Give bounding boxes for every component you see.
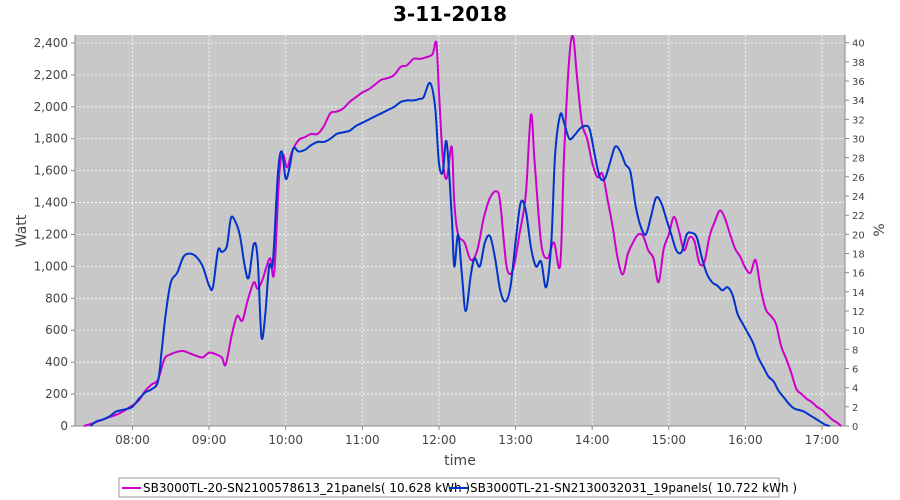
legend-label-series-2: SB3000TL-21-SN2130032031_19panels( 10.72…	[470, 481, 797, 495]
x-tick-label: 15:00	[651, 433, 686, 447]
x-tick-label: 10:00	[268, 433, 303, 447]
y-right-tick-label: 26	[852, 173, 865, 184]
y-right-tick-label: 18	[852, 250, 865, 261]
y-right-tick-label: 28	[852, 154, 865, 165]
y-tick-label: 1,400	[34, 196, 68, 210]
y-right-tick-label: 16	[852, 269, 865, 280]
x-tick-label: 09:00	[192, 433, 227, 447]
y-tick-label: 1,000	[34, 259, 68, 273]
y-right-tick-label: 0	[852, 422, 858, 433]
plot-area	[75, 35, 845, 426]
y-tick-label: 1,200	[34, 227, 68, 241]
y-axis-label-right: %	[872, 223, 888, 236]
legend-label-series-1: SB3000TL-20-SN2100578613_21panels( 10.62…	[143, 481, 470, 495]
y-tick-label: 0	[60, 419, 68, 433]
y-right-tick-label: 14	[852, 288, 865, 299]
series-line-1	[83, 34, 842, 427]
x-tick-label: 13:00	[498, 433, 533, 447]
y-right-tick-label: 32	[852, 115, 865, 126]
y-tick-label: 200	[45, 387, 68, 401]
legend-box	[118, 477, 780, 498]
chart-title: 3-11-2018	[393, 2, 507, 26]
series-line-2	[89, 81, 831, 427]
x-tick-label: 14:00	[575, 433, 610, 447]
left-y-axis: 0 200 400 600 800 1,000 1,200 1,400 1,600 1,800 2,…	[34, 35, 76, 433]
y-tick-label: 2,000	[34, 100, 68, 114]
y-tick-label: 400	[45, 355, 68, 369]
y-right-tick-label: 6	[852, 365, 858, 376]
y-right-tick-label: 30	[852, 135, 865, 146]
y-right-tick-label: 34	[852, 96, 865, 107]
y-tick-label: 1,800	[34, 132, 68, 146]
series-lines	[83, 34, 842, 427]
x-tick-label: 12:00	[422, 433, 457, 447]
y-right-tick-label: 2	[852, 403, 858, 414]
y-right-tick-label: 24	[852, 192, 865, 203]
y-right-tick-label: 38	[852, 58, 865, 69]
y-tick-label: 800	[45, 291, 68, 305]
y-right-tick-label: 8	[852, 345, 858, 356]
x-tick-label: 08:00	[115, 433, 150, 447]
gridlines	[75, 35, 845, 427]
y-axis-label: Watt	[14, 214, 30, 247]
y-tick-label: 2,200	[34, 68, 68, 82]
y-tick-label: 2,400	[34, 36, 68, 50]
y-right-tick-label: 36	[852, 77, 865, 88]
x-tick-label: 16:00	[728, 433, 763, 447]
y-right-tick-label: 10	[852, 326, 865, 337]
y-right-tick-label: 20	[852, 230, 865, 241]
x-axis: 08:00 09:00 10:00 11:00 12:00 13:00 14:00 15:00…	[75, 425, 845, 447]
x-axis-label: time	[444, 453, 476, 469]
x-tick-label: 17:00	[805, 433, 840, 447]
legend: SB3000TL-20-SN2100578613_21panels( 10.62…	[118, 477, 797, 498]
y-right-tick-label: 4	[852, 384, 858, 395]
y-tick-label: 1,600	[34, 164, 68, 178]
y-right-tick-label: 12	[852, 307, 865, 318]
y-right-tick-label: 22	[852, 211, 865, 222]
y-tick-label: 600	[45, 323, 68, 337]
y-right-tick-label: 40	[852, 39, 865, 50]
x-tick-label: 11:00	[345, 433, 380, 447]
